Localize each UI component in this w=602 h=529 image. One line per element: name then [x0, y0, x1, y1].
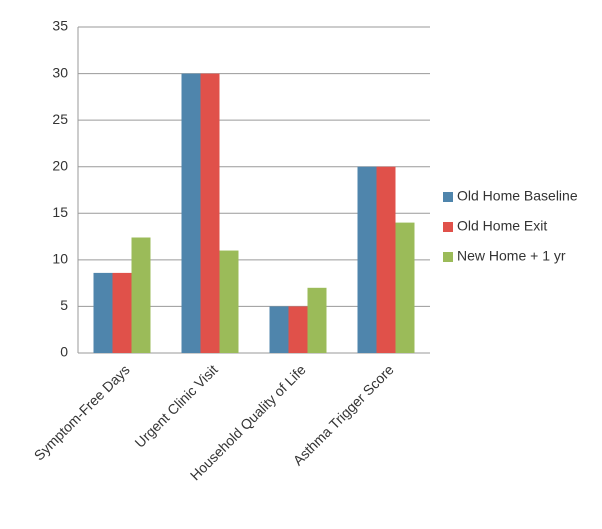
bar	[395, 222, 415, 353]
bar	[112, 272, 132, 353]
y-tick-label: 30	[52, 64, 68, 80]
legend-swatch	[443, 222, 453, 232]
legend-swatch	[443, 192, 453, 202]
y-tick-label: 15	[52, 204, 68, 220]
y-tick-label: 35	[52, 18, 68, 34]
bar	[219, 250, 239, 353]
bar	[131, 237, 151, 353]
y-tick-label: 5	[60, 297, 68, 313]
y-tick-label: 0	[60, 344, 68, 360]
bar	[376, 166, 396, 353]
legend-label: Old Home Baseline	[457, 188, 578, 204]
bar	[357, 166, 377, 353]
bar	[288, 306, 308, 353]
bar	[269, 306, 289, 353]
bar	[200, 73, 220, 354]
y-tick-label: 25	[52, 111, 68, 127]
y-tick-label: 20	[52, 157, 68, 173]
legend-label: New Home + 1 yr	[457, 248, 566, 264]
legend-swatch	[443, 252, 453, 262]
bar	[93, 272, 113, 353]
bar	[181, 73, 201, 354]
bar	[307, 287, 327, 353]
legend-label: Old Home Exit	[457, 218, 547, 234]
y-tick-label: 10	[52, 251, 68, 267]
